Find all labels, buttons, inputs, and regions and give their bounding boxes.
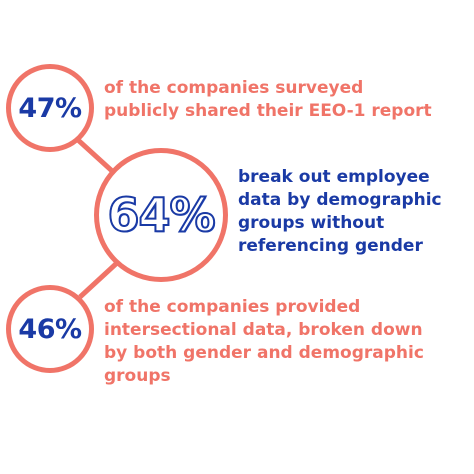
caption-line: of the companies provided	[104, 297, 361, 317]
connector-bottom	[78, 260, 120, 299]
caption-line: referencing gender	[238, 236, 423, 256]
stat-caption-64: break out employee data by demographic g…	[238, 166, 442, 258]
stat-circle-64: 64%	[94, 148, 228, 282]
stat-value-46: 46%	[18, 313, 82, 345]
caption-line: data by demographic	[238, 190, 442, 210]
caption-line: by both gender and demographic	[104, 343, 424, 363]
stat-value-64: 64%	[106, 187, 216, 243]
caption-line: of the companies surveyed	[104, 78, 364, 98]
stat-value-47: 47%	[18, 92, 82, 124]
caption-line: groups without	[238, 213, 385, 233]
caption-line: groups	[104, 366, 171, 386]
caption-line: publicly shared their EEO-1 report	[104, 101, 432, 121]
stat-caption-47: of the companies surveyed publicly share…	[104, 77, 432, 123]
caption-line: break out employee	[238, 167, 430, 187]
stat-caption-46: of the companies provided intersectional…	[104, 296, 424, 388]
stat-circle-47: 47%	[6, 64, 94, 152]
caption-line: intersectional data, broken down	[104, 320, 423, 340]
stat-circle-46: 46%	[6, 285, 94, 373]
